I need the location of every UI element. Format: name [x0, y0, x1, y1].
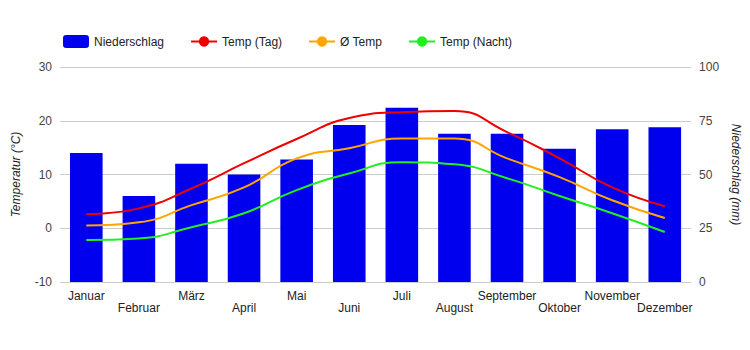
svg-text:Temp (Nacht): Temp (Nacht) — [440, 35, 512, 49]
svg-text:0: 0 — [699, 275, 706, 289]
svg-text:Mai: Mai — [287, 289, 306, 303]
svg-text:75: 75 — [699, 114, 713, 128]
svg-text:50: 50 — [699, 168, 713, 182]
svg-text:Ø Temp: Ø Temp — [340, 35, 382, 49]
svg-text:25: 25 — [699, 221, 713, 235]
svg-text:Juli: Juli — [393, 289, 411, 303]
svg-text:20: 20 — [39, 114, 53, 128]
svg-text:10: 10 — [39, 168, 53, 182]
svg-text:September: September — [478, 289, 537, 303]
svg-text:Niederschlag: Niederschlag — [94, 35, 164, 49]
svg-text:Februar: Februar — [118, 301, 160, 315]
svg-text:März: März — [178, 289, 205, 303]
svg-text:August: August — [436, 301, 474, 315]
svg-text:April: April — [232, 301, 256, 315]
svg-text:Januar: Januar — [68, 289, 105, 303]
svg-text:-10: -10 — [35, 275, 53, 289]
svg-text:Dezember: Dezember — [637, 301, 692, 315]
svg-text:0: 0 — [45, 221, 52, 235]
svg-text:30: 30 — [39, 60, 53, 74]
svg-text:Temperatur (°C): Temperatur (°C) — [9, 132, 23, 218]
svg-text:100: 100 — [699, 60, 719, 74]
svg-text:Temp (Tag): Temp (Tag) — [222, 35, 282, 49]
svg-text:Juni: Juni — [338, 301, 360, 315]
svg-text:Niederschlag (mm): Niederschlag (mm) — [729, 124, 743, 225]
svg-text:Oktober: Oktober — [538, 301, 581, 315]
svg-text:November: November — [585, 289, 640, 303]
